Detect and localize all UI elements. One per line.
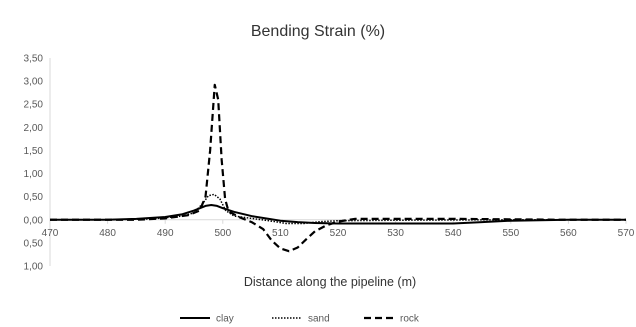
x-axis-title: Distance along the pipeline (m) <box>244 275 416 289</box>
legend-label-rock: rock <box>400 314 420 325</box>
x-tick-label: 480 <box>99 228 116 239</box>
y-tick-label: 0,50 <box>24 192 44 203</box>
chart-title: Bending Strain (%) <box>251 23 385 40</box>
x-tick-label: 530 <box>387 228 404 239</box>
x-tick-label: 540 <box>445 228 462 239</box>
y-tick-label: 3,00 <box>24 77 44 88</box>
x-tick-label: 490 <box>157 228 174 239</box>
legend: clay sand rock <box>180 314 420 325</box>
series-line-clay <box>50 203 626 225</box>
y-tick-label: 1,50 <box>24 146 44 157</box>
x-tick-label: 560 <box>560 228 577 239</box>
y-tick-label: 1,00 <box>24 169 44 180</box>
legend-label-sand: sand <box>308 314 330 325</box>
x-tick-label: 470 <box>42 228 59 239</box>
y-tick-labels: 3,50 3,00 2,50 2,00 1,50 1,00 0,50 0,00 0,50 1,00 <box>24 54 44 273</box>
series-line-rock <box>50 83 626 253</box>
x-tick-label: 520 <box>330 228 347 239</box>
legend-label-clay: clay <box>216 314 234 325</box>
y-tick-label: 0,00 <box>24 215 44 226</box>
x-tick-label: 570 <box>618 228 635 239</box>
x-tick-labels: 470 480 490 500 510 520 530 540 550 560 570 <box>42 219 635 239</box>
x-tick-label: 550 <box>502 228 519 239</box>
x-tick-label: 500 <box>214 228 231 239</box>
y-tick-label: 2,00 <box>24 123 44 134</box>
y-tick-label: 2,50 <box>24 100 44 111</box>
y-tick-label: 0,50 <box>24 238 44 249</box>
y-tick-label: 1,00 <box>24 262 44 273</box>
y-tick-label: 3,50 <box>24 54 44 65</box>
series-lines <box>50 83 626 253</box>
x-tick-label: 510 <box>272 228 289 239</box>
